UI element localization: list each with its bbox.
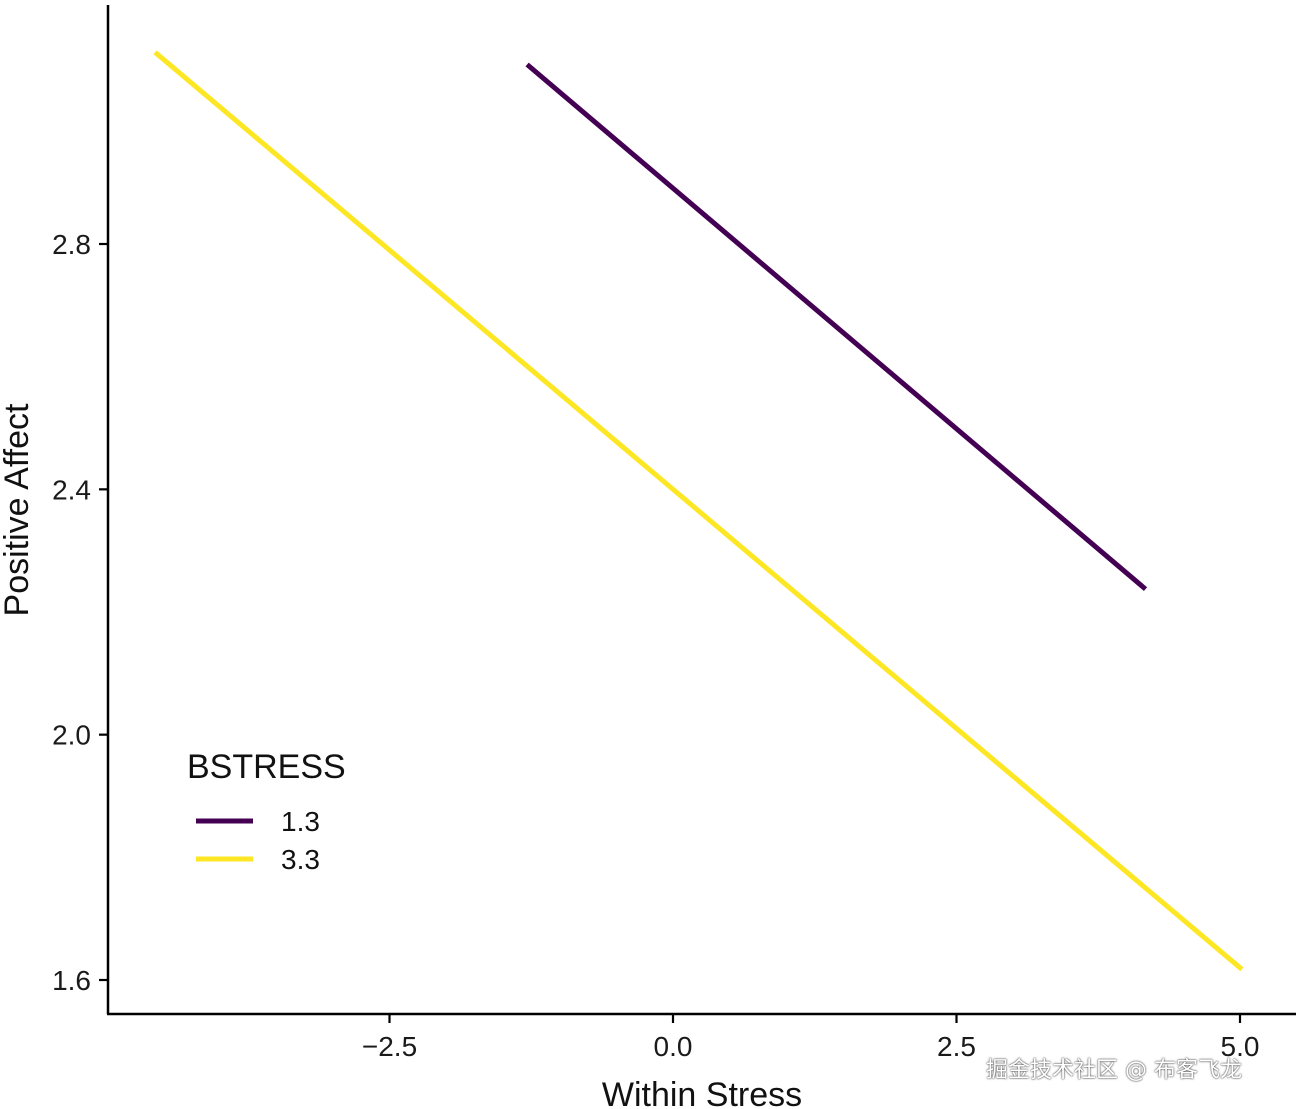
x-tick-label: 0.0 [654,1031,693,1062]
x-ticks: −2.5 0.0 2.5 5.0 [362,1014,1260,1062]
x-tick-label: 2.5 [937,1031,976,1062]
y-tick-label: 1.6 [52,965,91,996]
legend: 1.33.3 [196,806,320,875]
legend-title: BSTRESS [187,748,346,786]
legend-label: 3.3 [281,844,320,875]
series-line-3-3 [153,50,1244,972]
y-ticks: 1.6 2.0 2.4 2.8 [52,229,108,996]
y-tick-label: 2.8 [52,229,91,260]
series-line-1-3 [525,62,1148,592]
watermark: 掘金技术社区 @ 布客飞龙 [986,1058,1242,1083]
y-axis-title: Positive Affect [0,403,36,616]
legend-label: 1.3 [281,806,320,837]
y-tick-label: 2.0 [52,720,91,751]
x-tick-label: 5.0 [1221,1031,1260,1062]
x-axis-title: Within Stress [602,1076,802,1109]
x-tick-label: −2.5 [362,1031,417,1062]
plot-lines [153,50,1244,972]
y-tick-label: 2.4 [52,474,91,505]
